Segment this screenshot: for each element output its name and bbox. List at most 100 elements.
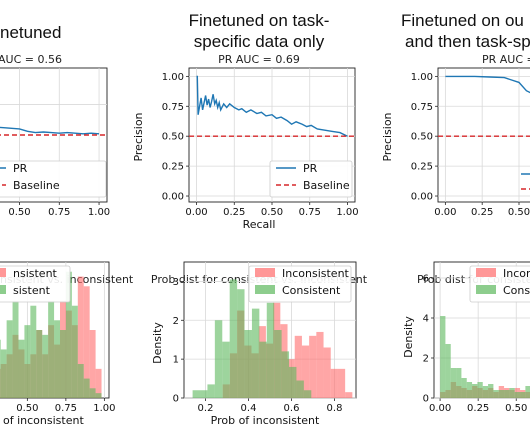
left-hist-xtick-label: 0.75 [55,403,77,414]
middle-pr-xtick-label: 1.00 [336,207,358,218]
right-pr-ytick-label: 0.75 [411,102,433,113]
left-hist-consistent-bar [18,339,25,398]
left-hist-consistent-bar [36,330,43,398]
right-hist-consistent-bar [504,390,510,398]
left-hist-consistent-bar [71,305,78,398]
right-hist-consistent-bar [466,382,473,398]
right-hist-consistent-bar [482,386,489,398]
left-hist-inconsistent-bar [83,286,90,398]
left-pr-legend-label: Baseline [13,179,60,192]
middle-panel-title-line2: specific data only [194,32,325,51]
middle-hist-consistent-bar [296,380,304,398]
middle-pr-ytick-label: 0.75 [162,102,184,113]
middle-hist-consistent-bar [229,279,238,398]
right-hist-consistent-bar [493,390,499,398]
middle-panel-title-line1: Finetuned on task- [189,11,330,30]
right-hist-consistent-bar [461,378,467,398]
middle-hist-inconsistent-bar [323,347,331,398]
right-hist-ylabel: Density [402,316,415,358]
right-hist-consistent-bar [450,368,457,398]
right-pr-ytick-label: 0.00 [411,192,433,203]
middle-hist-xtick-label: 0.6 [284,403,300,414]
right-pr-xtick-label: 0.00 [434,207,456,218]
middle-hist-consistent-bar [303,390,312,398]
right-pr-ytick-label: 0.50 [411,132,433,143]
right-hist-xtick-label: 0.50 [505,403,527,414]
right-pr-ytick-label: 1.00 [411,72,433,83]
right-hist-xtick-label: 0.25 [467,403,489,414]
left-hist-consistent-bar [95,393,102,398]
left-pr-pr-line [0,126,100,135]
right-hist-legend-swatch [476,268,496,277]
right-hist-legend-swatch [476,285,496,294]
right-hist-ytick-label: 4 [423,314,429,325]
left-hist-legend-label: sistent [13,284,51,297]
left-hist-consistent-bar [30,305,37,398]
left-hist-xtick-label: 1.00 [93,403,115,414]
middle-hist-inconsistent-bar [330,368,338,398]
middle-hist-consistent-bar [192,390,201,398]
left-hist-consistent-bar [77,364,84,398]
middle-hist-consistent-bar [251,308,260,398]
left-hist-consistent-bar [42,334,49,398]
middle-hist-ytick-label: 1 [173,355,179,366]
middle-hist-legend-label: Consistent [282,284,341,297]
middle-pr-xlabel: Recall [243,218,276,231]
middle-pr-legend-box [269,160,353,198]
left-hist-consistent-bar [0,349,7,398]
left-hist-consistent-bar [89,388,96,398]
right-hist-consistent-bar [498,390,505,398]
middle-hist-ytick-label: 0 [173,394,179,405]
right-hist-consistent-bar [472,384,478,398]
middle-hist-consistent-bar [222,341,230,398]
middle-hist-inconsistent-bar [345,392,353,398]
middle-hist-consistent-bar [281,351,290,398]
right-pr-ytick-label: 0.25 [411,162,433,173]
middle-hist-consistent-bar [266,302,275,398]
left-hist-consistent-bar [65,271,72,398]
middle-pr-pr-line [196,75,348,137]
right-hist-consistent-bar [445,344,451,398]
middle-hist-xtick-label: 0.8 [327,403,343,414]
middle-hist-consistent-bar [259,341,267,398]
right-hist-consistent-bar [525,386,530,398]
middle-hist-consistent-bar [289,366,297,398]
middle-pr-legend-label: Baseline [303,179,350,192]
left-pr-xtick-label: 1.00 [88,207,110,218]
middle-pr-xtick-label: 0.50 [261,207,283,218]
left-pr-xtick-label: 0.50 [8,207,30,218]
middle-pr-xtick-label: 0.25 [223,207,245,218]
middle-hist-xtick-label: 0.2 [198,403,214,414]
right-hist-consistent-bar [509,388,515,398]
middle-hist-ytick-label: 2 [173,316,179,327]
right-hist-consistent-bar [477,382,483,398]
middle-pr-ytick-label: 0.00 [162,192,184,203]
right-pr-ylabel: Precision [381,112,394,161]
right-pr-pr-line [445,75,530,94]
middle-hist-consistent-bar [214,320,223,398]
left-hist-legend-label: nsistent [13,267,58,280]
middle-hist-consistent-bar [274,330,282,398]
left-pr-plot-frame [0,67,108,203]
left-hist-inconsistent-bar [95,368,102,398]
left-hist-consistent-bar [48,300,55,398]
left-hist-legend-box [0,265,71,303]
middle-hist-legend-swatch [255,285,275,294]
left-hist-legend: nsistent sistent [0,265,71,303]
middle-pr-legend: PR Baseline [269,160,353,198]
middle-hist-inconsistent-bar [309,335,317,398]
left-hist-consistent-bar [12,300,19,398]
middle-pr-legend-label: PR [303,162,318,175]
middle-pr-ytick-label: 1.00 [162,72,184,83]
left-hist-legend-swatch [0,268,6,277]
left-pr-xtick-label: 0.75 [48,207,70,218]
right-pr-xtick-label: 0.25 [471,207,493,218]
middle-hist-legend: Inconsistent Consistent [248,265,352,303]
middle-pr-subtitle: PR AUC = 0.69 [218,53,300,66]
right-hist-xtick-label: 0.00 [429,403,451,414]
right-hist-consistent-bar [440,316,446,398]
left-hist-inconsistent-bar [89,330,96,398]
left-hist-xlabel: of inconsistent [3,414,84,427]
middle-hist-legend-label: Inconsistent [282,267,350,280]
